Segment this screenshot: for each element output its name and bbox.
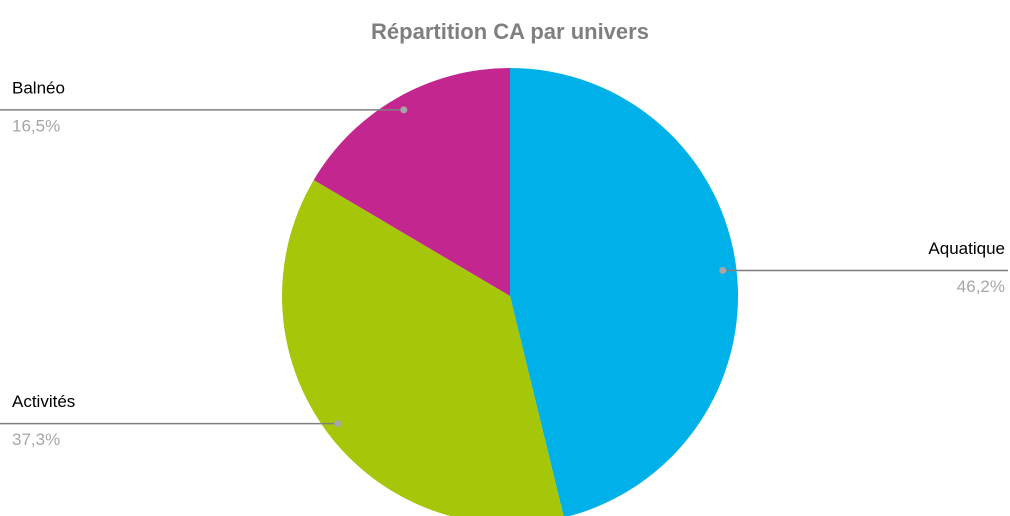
leader-dot [719, 266, 727, 274]
leader-dot [400, 106, 408, 114]
chart-title: Répartition CA par univers [371, 19, 649, 44]
value-label: 16,5% [12, 116, 60, 135]
leader-dot [334, 420, 342, 428]
category-label: Balnéo [12, 78, 65, 97]
category-label: Activités [12, 392, 75, 411]
pie-slice [510, 68, 738, 516]
pie-slice [313, 68, 510, 296]
pie-slice [282, 179, 564, 516]
category-label: Aquatique [928, 239, 1005, 258]
value-label: 37,3% [12, 430, 60, 449]
value-label: 46,2% [957, 277, 1005, 296]
